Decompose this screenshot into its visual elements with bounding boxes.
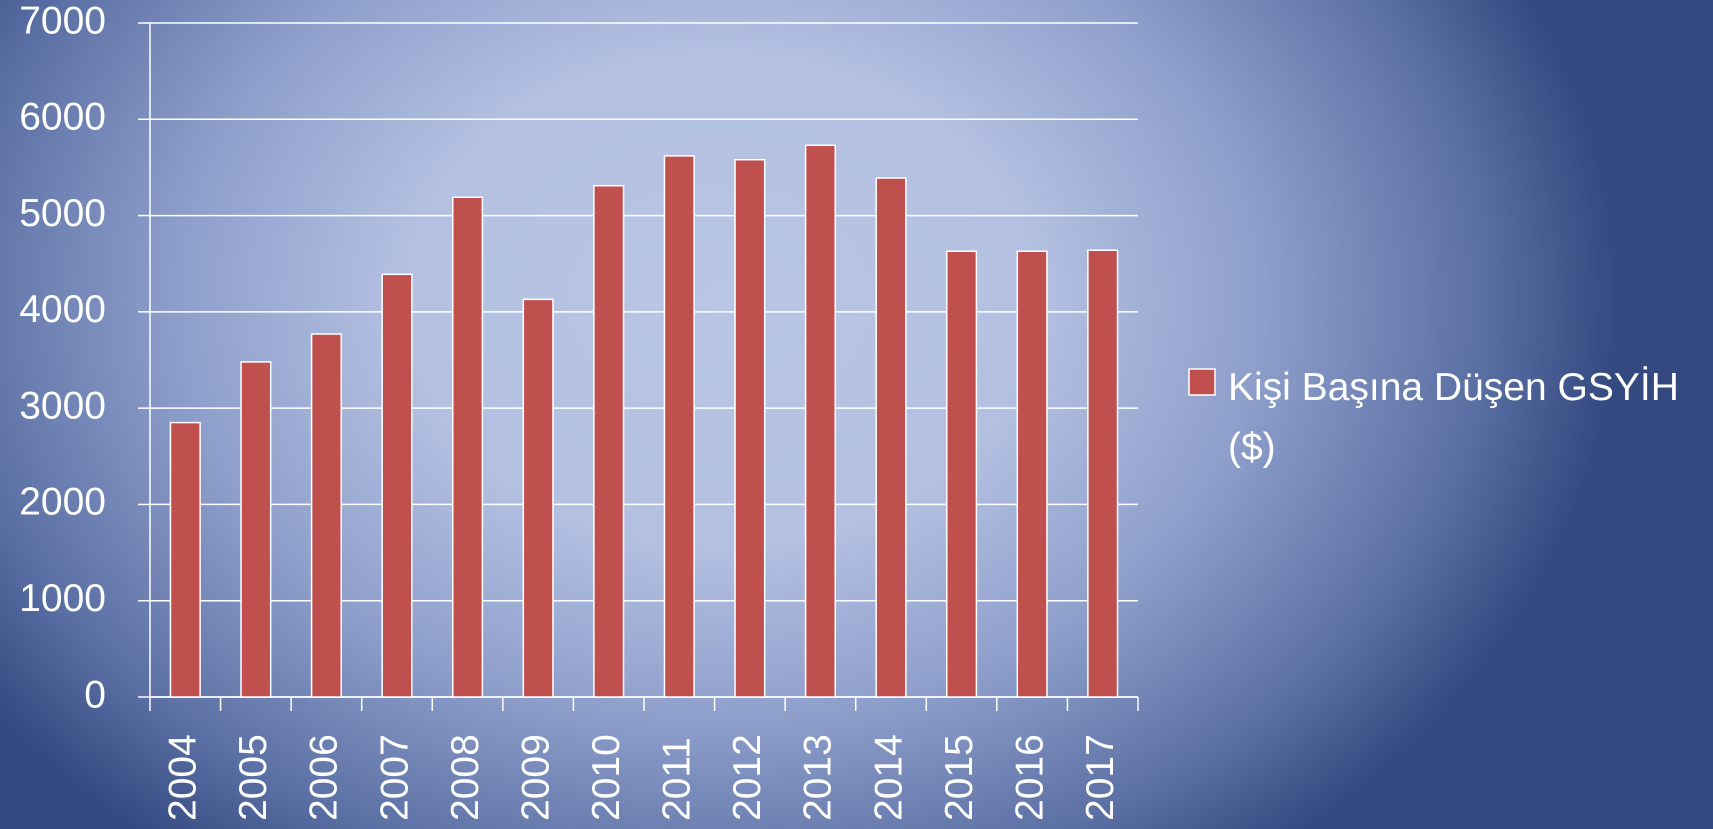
bar xyxy=(804,144,836,698)
x-tick-label: 2012 xyxy=(726,734,769,821)
bar xyxy=(593,184,625,698)
legend-swatch xyxy=(1188,368,1216,396)
bar xyxy=(663,155,695,698)
x-tick-label: 2007 xyxy=(373,734,416,821)
y-tick-label: 0 xyxy=(84,673,106,716)
bar xyxy=(522,298,554,698)
x-tick-label: 2009 xyxy=(514,734,557,821)
x-tick-label: 2016 xyxy=(1008,734,1051,821)
x-tick-label: 2014 xyxy=(867,734,910,821)
y-tick-label: 3000 xyxy=(19,384,106,427)
bar xyxy=(310,333,342,698)
bar xyxy=(946,250,978,698)
x-tick-label: 2015 xyxy=(938,734,981,821)
x-tick-label: 2008 xyxy=(444,734,487,821)
x-tick-label: 2006 xyxy=(303,734,346,821)
legend-label: Kişi Başına Düşen GSYİH ($) xyxy=(1228,366,1679,469)
x-tick-label: 2010 xyxy=(585,734,628,821)
bar xyxy=(1016,250,1048,698)
bar xyxy=(240,361,272,698)
bar xyxy=(1087,249,1119,698)
bar xyxy=(452,196,484,698)
y-tick-label: 1000 xyxy=(19,577,106,620)
y-tick-label: 4000 xyxy=(19,288,106,331)
x-tick-label: 2005 xyxy=(232,734,275,821)
x-tick-label: 2004 xyxy=(162,734,205,821)
y-tick-label: 7000 xyxy=(19,0,106,42)
y-tick-label: 6000 xyxy=(19,96,106,139)
y-tick-label: 2000 xyxy=(19,481,106,524)
y-tick-label: 5000 xyxy=(19,192,106,235)
x-tick-label: 2013 xyxy=(797,734,840,821)
x-tick-label: 2017 xyxy=(1079,734,1122,821)
bar xyxy=(875,177,907,698)
bar xyxy=(734,158,766,698)
bar xyxy=(381,273,413,698)
x-tick-label: 2011 xyxy=(656,737,699,821)
bar xyxy=(169,421,201,698)
